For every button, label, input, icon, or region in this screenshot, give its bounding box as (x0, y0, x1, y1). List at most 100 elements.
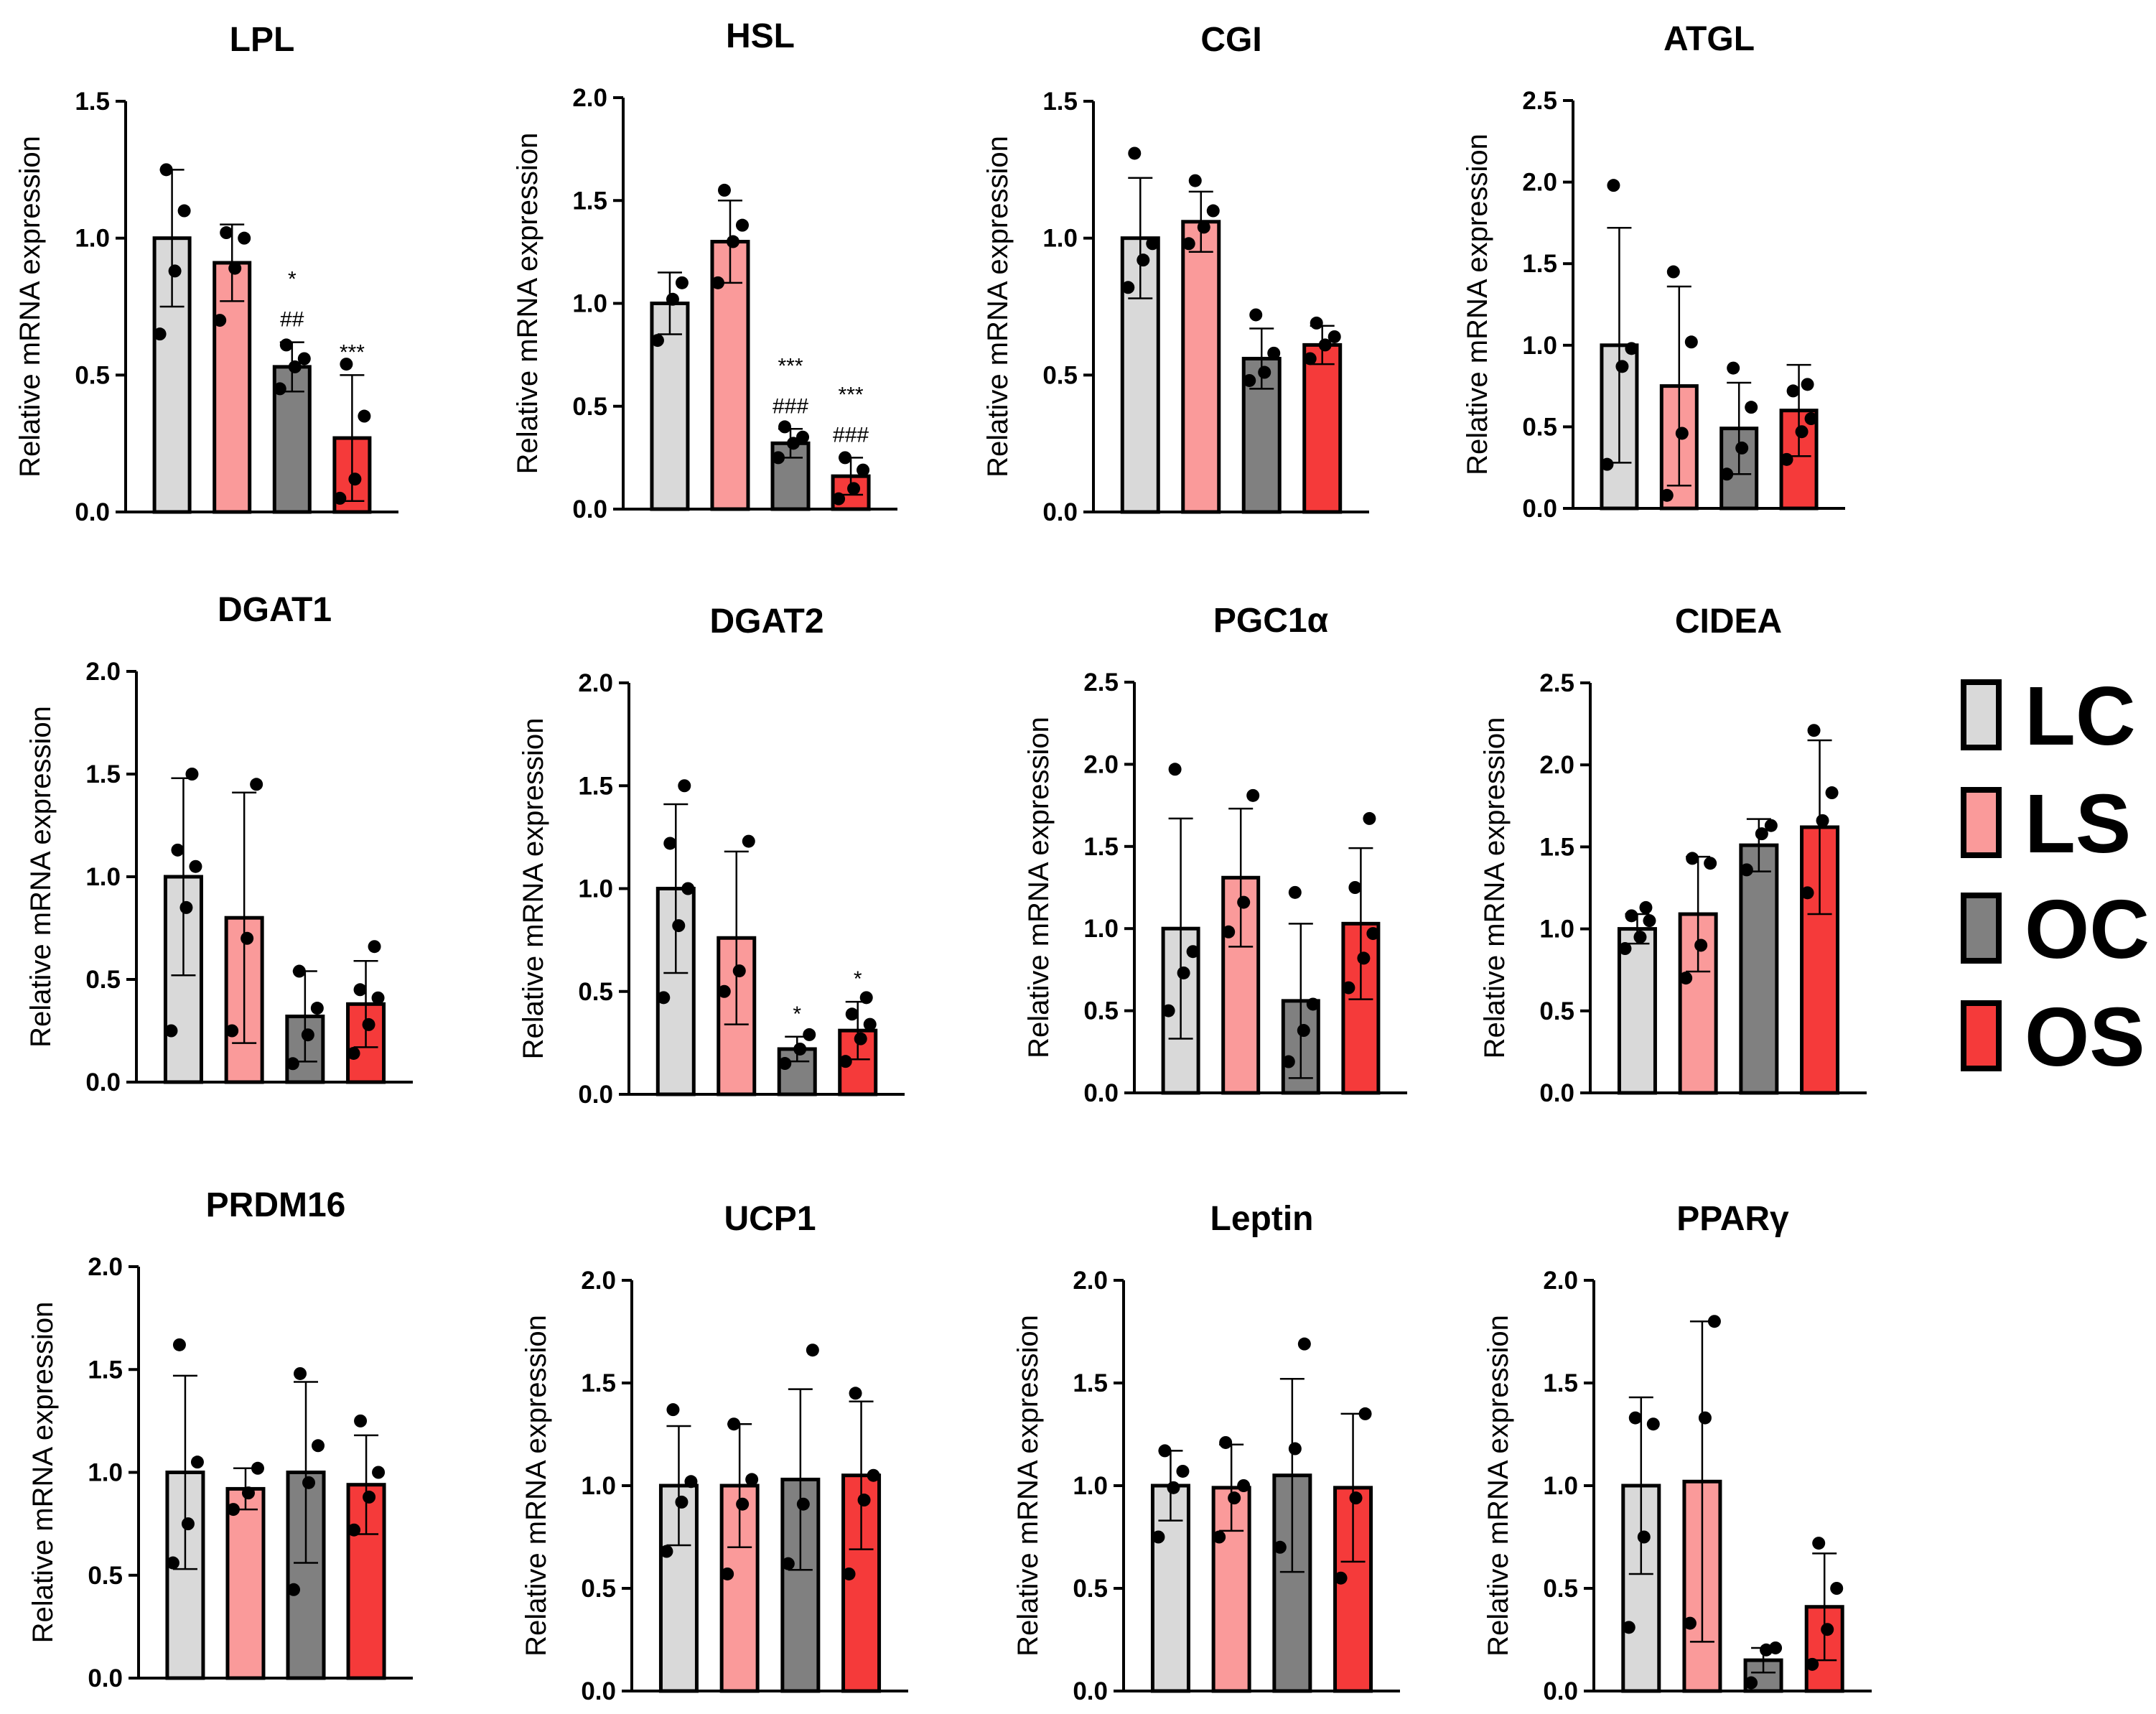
data-point-oc (1249, 308, 1263, 322)
significance-label: *** (778, 354, 803, 378)
y-tick-label: 0.0 (1083, 1079, 1119, 1107)
data-point-ls (1188, 174, 1202, 187)
data-point-ls (1182, 237, 1195, 251)
data-point-oc (1745, 1676, 1758, 1690)
y-tick-label: 2.5 (1083, 669, 1119, 697)
y-tick-label: 0.5 (578, 978, 613, 1006)
data-point-ls (225, 1024, 239, 1038)
data-point-lc (684, 1475, 698, 1489)
y-tick-label: 0.5 (572, 393, 607, 421)
y-tick-label: 0.0 (572, 495, 607, 523)
y-axis-label: Relative mRNA expression (1462, 134, 1493, 475)
data-point-os (1807, 724, 1821, 737)
y-axis-label: Relative mRNA expression (1483, 1315, 1514, 1657)
data-point-oc (1297, 1337, 1311, 1351)
y-tick-label: 1.5 (578, 772, 613, 800)
y-tick-label: 1.0 (572, 290, 607, 318)
data-point-oc (1273, 1540, 1287, 1554)
y-tick-label: 0.0 (85, 1068, 121, 1096)
data-point-lc (1167, 1481, 1180, 1494)
data-point-ls (220, 226, 233, 240)
data-point-ls (1704, 857, 1717, 870)
y-tick-label: 1.5 (88, 1356, 123, 1384)
bar-ls (1678, 912, 1718, 1095)
data-point-lc (1137, 253, 1150, 267)
y-axis-label: Relative mRNA expression (25, 706, 57, 1048)
data-point-lc (1628, 1411, 1642, 1425)
panel-title: ATGL (1663, 20, 1755, 58)
y-tick-label: 2.0 (572, 84, 607, 112)
data-point-os (333, 491, 347, 505)
panel-title: UCP1 (724, 1200, 816, 1238)
data-point-lc (1639, 900, 1653, 914)
y-tick-label: 0.5 (1083, 997, 1119, 1025)
y-tick-label: 1.0 (1522, 332, 1557, 360)
data-point-os (340, 358, 353, 371)
data-point-lc (657, 991, 671, 1005)
chart-panel-atgl: ATGL Relative mRNA expression 0.0 0.5 1.0 1.5… (1462, 20, 1845, 523)
chart-panel-lpl: LPL Relative mRNA expression 0.0 0.5 1.0 1.5 *… (14, 21, 398, 526)
data-point-ls (727, 1417, 741, 1431)
data-point-ls (1237, 1479, 1251, 1492)
data-point-ls (250, 778, 263, 791)
data-point-ls (1197, 220, 1210, 234)
legend-swatch-lc (1961, 679, 2002, 750)
data-point-os (857, 463, 870, 477)
data-point-os (842, 1567, 856, 1580)
data-point-os (832, 492, 846, 506)
data-point-ls (238, 231, 251, 245)
chart-panel-cgi: CGI Relative mRNA expression 0.0 0.5 1.0 1.5 (982, 21, 1369, 526)
chart-panel-pgc1α: PGC1α Relative mRNA expression 0.0 0.5 1.0 1.… (1023, 602, 1407, 1107)
data-point-oc (310, 1002, 324, 1015)
data-point-os (1816, 814, 1829, 827)
data-point-oc (294, 1366, 307, 1380)
data-point-oc (1297, 1024, 1310, 1038)
data-point-oc (1735, 441, 1749, 455)
data-point-os (845, 1007, 859, 1021)
y-tick-label: 2.0 (1539, 751, 1574, 779)
chart-panel-dgat1: DGAT1 Relative mRNA expression 0.0 0.5 1.0 1.… (25, 591, 413, 1096)
data-point-lc (666, 1403, 680, 1417)
data-point-ls (711, 276, 724, 289)
data-point-oc (778, 1057, 792, 1071)
y-tick-label: 2.5 (1539, 669, 1574, 697)
data-point-lc (650, 334, 664, 348)
data-point-oc (806, 1343, 819, 1357)
data-point-ls (1707, 1315, 1721, 1328)
data-point-ls (1246, 788, 1260, 802)
y-tick-label: 0.5 (1042, 361, 1078, 389)
y-tick-label: 0.0 (1522, 495, 1557, 523)
data-point-lc (159, 163, 173, 177)
y-tick-label: 0.5 (88, 1562, 123, 1590)
y-tick-label: 1.0 (1083, 915, 1119, 943)
bar-oc (1739, 843, 1779, 1095)
y-tick-label: 1.0 (1539, 916, 1574, 944)
y-tick-label: 2.0 (578, 669, 613, 697)
data-point-os (1806, 1657, 1819, 1671)
data-point-lc (672, 919, 686, 933)
data-point-os (363, 1490, 376, 1504)
data-point-os (1349, 1491, 1363, 1505)
data-point-os (859, 991, 873, 1005)
data-point-lc (185, 768, 199, 781)
data-point-os (1830, 1582, 1844, 1595)
y-tick-label: 2.0 (85, 658, 121, 686)
panel-title: PGC1α (1213, 602, 1329, 640)
data-point-os (1786, 384, 1800, 398)
y-axis-label: Relative mRNA expression (1479, 717, 1511, 1059)
y-tick-label: 1.0 (581, 1472, 616, 1500)
data-point-os (1801, 378, 1814, 391)
y-tick-label: 1.5 (1543, 1369, 1578, 1397)
data-point-oc (803, 1028, 816, 1041)
y-tick-label: 1.5 (1073, 1369, 1108, 1397)
chart-panel-leptin: Leptin Relative mRNA expression 0.0 0.5 1.0 1… (1012, 1200, 1400, 1705)
data-point-oc (1267, 346, 1281, 360)
panel-title: PPARγ (1676, 1200, 1789, 1238)
y-axis-label: Relative mRNA expression (14, 136, 46, 478)
data-point-ls (1686, 852, 1699, 865)
y-tick-label: 0.0 (1539, 1079, 1574, 1107)
data-point-lc (1176, 1464, 1190, 1478)
data-point-oc (1755, 827, 1768, 841)
panel-title: DGAT1 (218, 591, 332, 629)
data-point-oc (796, 1497, 810, 1511)
